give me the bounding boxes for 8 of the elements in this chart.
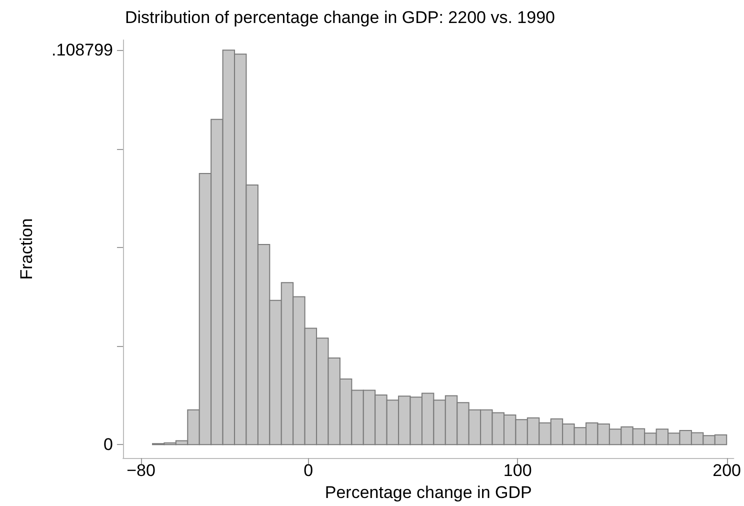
x-axis-title: Percentage change in GDP [324,483,532,502]
chart-title: Distribution of percentage change in GDP: 2200 vs. 1990 [125,8,555,27]
x-tick-label: −80 [126,461,156,480]
y-tick-label: .108799 [52,40,113,60]
x-tick-label: 200 [712,461,742,480]
x-tick-label: 0 [304,461,314,480]
x-tick-label: 100 [503,461,532,480]
y-axis-title: Fraction [17,218,36,280]
